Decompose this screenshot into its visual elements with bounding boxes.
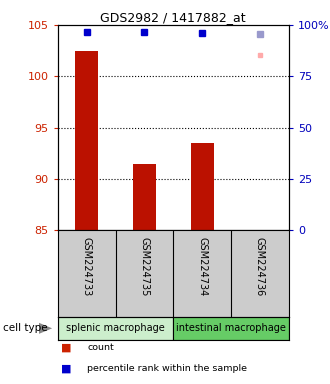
Text: GSM224733: GSM224733	[82, 237, 92, 296]
Text: count: count	[87, 343, 114, 352]
Text: percentile rank within the sample: percentile rank within the sample	[87, 364, 248, 373]
Text: splenic macrophage: splenic macrophage	[66, 323, 165, 333]
Text: ■: ■	[61, 343, 72, 353]
Bar	[133, 164, 156, 230]
Text: intestinal macrophage: intestinal macrophage	[176, 323, 286, 333]
Bar	[191, 143, 214, 230]
Polygon shape	[39, 323, 52, 334]
Text: GSM224736: GSM224736	[255, 237, 265, 296]
Text: GSM224734: GSM224734	[197, 237, 207, 296]
Title: GDS2982 / 1417882_at: GDS2982 / 1417882_at	[100, 11, 246, 24]
Text: cell type: cell type	[3, 323, 48, 333]
Bar	[173, 317, 289, 340]
Text: GSM224735: GSM224735	[139, 237, 149, 297]
Bar	[58, 317, 173, 340]
Bar	[75, 51, 98, 230]
Text: ■: ■	[61, 364, 72, 374]
